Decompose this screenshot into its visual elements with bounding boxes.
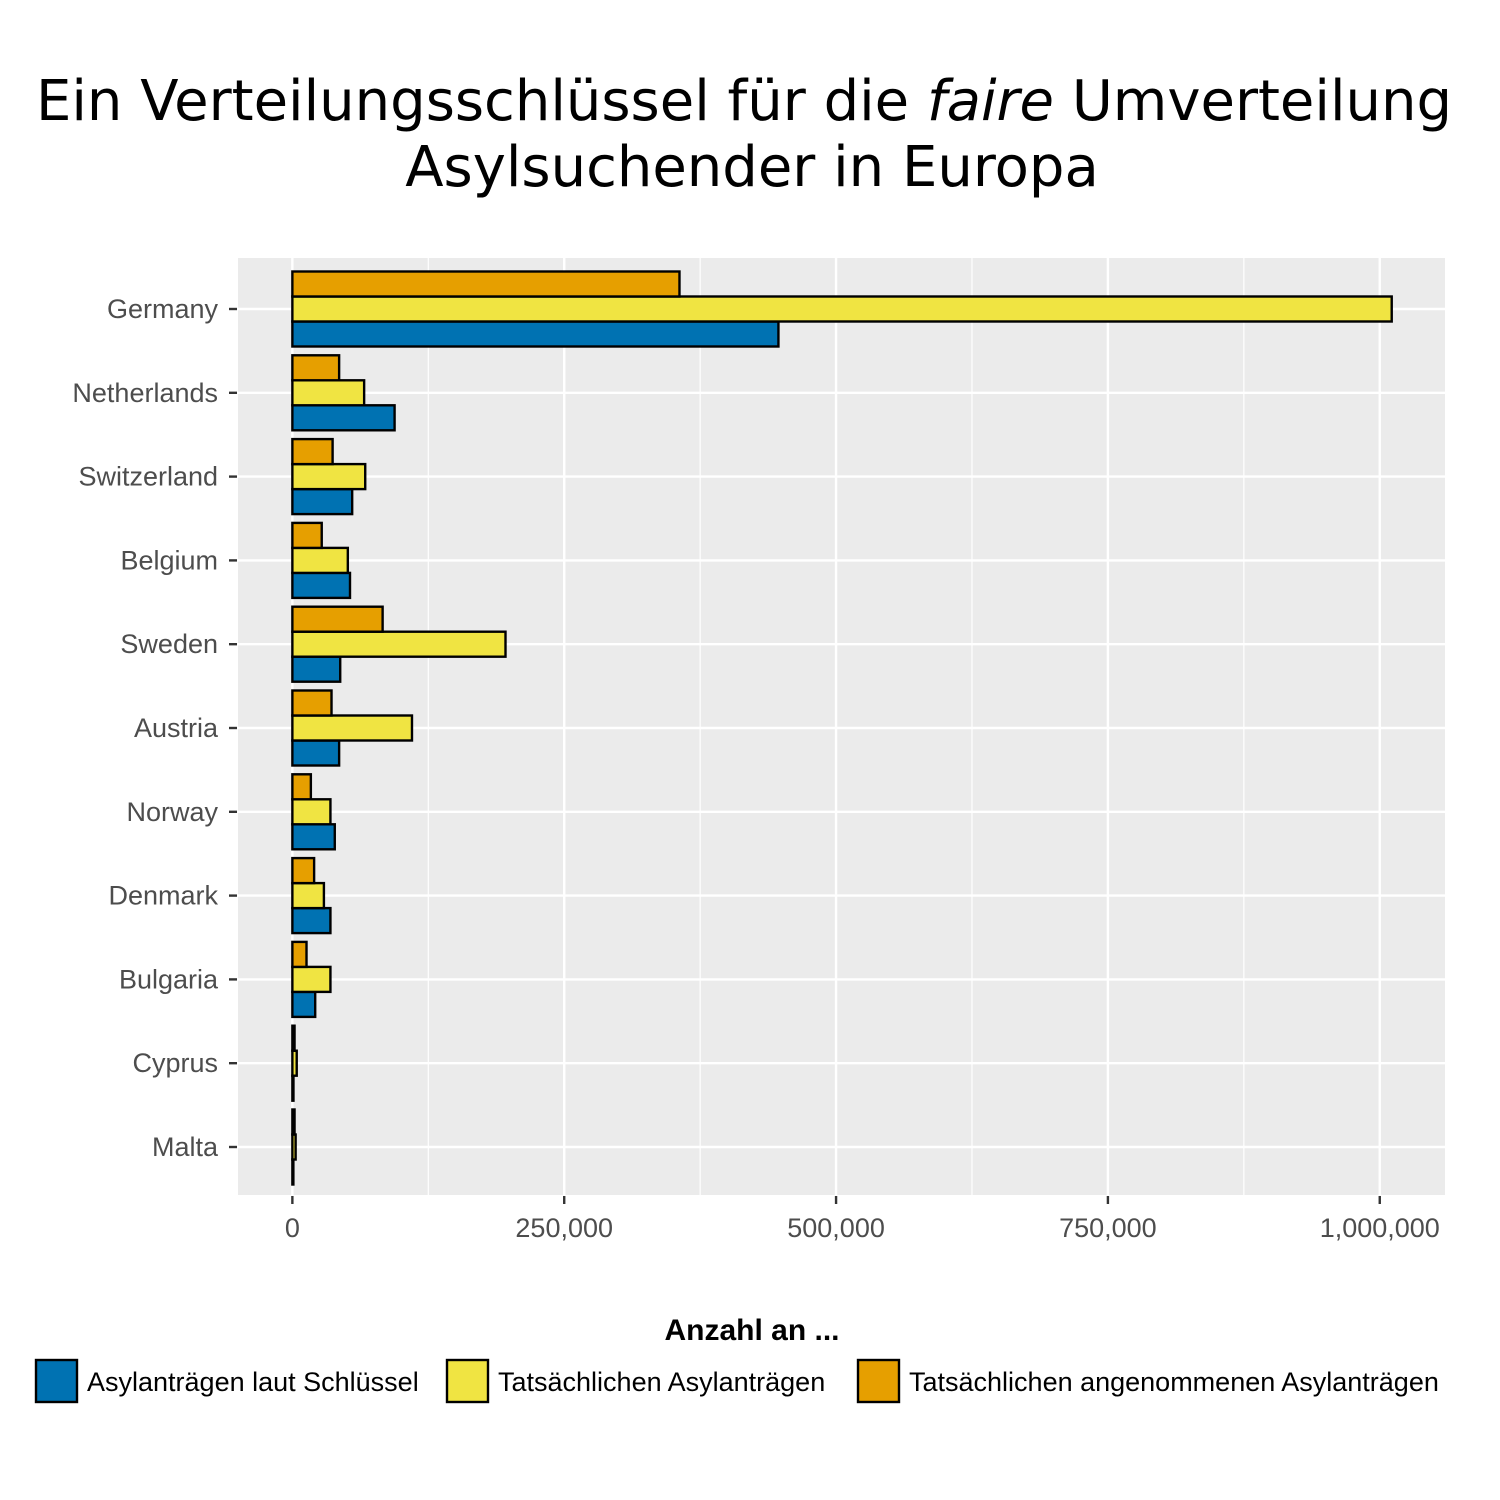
y-tick-label: Belgium: [120, 545, 218, 575]
x-axis: 0 250,000 500,000 750,000 1,000,000: [285, 1196, 1440, 1243]
x-tick-label: 1,000,000: [1320, 1213, 1440, 1243]
grid-lines: [238, 258, 1445, 1195]
y-tick-label: Germany: [107, 294, 219, 324]
x-tick-label: 750,000: [1059, 1213, 1157, 1243]
bar-netherlands-series-2: [291, 379, 366, 407]
legend-label-series-2: Tatsächlichen Asylanträgen: [498, 1367, 825, 1397]
y-tick-label: Denmark: [108, 881, 218, 911]
bar-switzerland-series-3: [291, 437, 334, 466]
y-tick-label: Cyprus: [132, 1048, 218, 1078]
legend-key-series-3: [856, 1358, 901, 1404]
legend-title: Anzahl an ...: [664, 1314, 839, 1347]
y-tick-label: Netherlands: [72, 378, 218, 408]
bar-bulgaria-series-2: [291, 965, 332, 994]
bar-malta-series-2: [291, 1133, 297, 1161]
y-tick-label: Austria: [134, 713, 219, 743]
bar-germany-series-3: [291, 270, 681, 298]
y-tick-label: Sweden: [120, 629, 218, 659]
bar-bulgaria-series-3: [291, 940, 308, 969]
x-tick-label: 500,000: [787, 1213, 885, 1243]
bar-denmark-series-1: [291, 906, 332, 935]
bar-sweden-series-3: [291, 605, 384, 633]
x-tick-label: 250,000: [515, 1213, 613, 1243]
bar-norway-series-1: [291, 823, 336, 851]
bar-austria-series-2: [291, 714, 414, 742]
bar-sweden-series-1: [291, 655, 342, 683]
legend: Asylanträgen laut Schlüssel Tatsächlichen…: [34, 1358, 1439, 1404]
y-axis: Germany Netherlands Switzerland Belgium Swed…: [72, 294, 237, 1162]
bar-malta-series-1: [291, 1158, 295, 1186]
bar-belgium-series-1: [291, 571, 352, 600]
bar-switzerland-series-2: [291, 462, 367, 491]
bar-sweden-series-2: [291, 630, 507, 658]
bar-norway-series-2: [291, 798, 332, 826]
bar-belgium-series-2: [291, 546, 350, 575]
bar-bulgaria-series-1: [291, 990, 317, 1019]
legend-label-series-3: Tatsächlichen angenommenen Asylanträgen: [909, 1367, 1439, 1397]
y-tick-label: Bulgaria: [119, 964, 219, 994]
legend-key-series-1: [34, 1358, 79, 1404]
bar-belgium-series-3: [291, 521, 323, 550]
legend-key-series-2: [445, 1358, 490, 1404]
chart-title-line-1: Ein Verteilungsschlüssel für die faire U…: [36, 69, 1452, 134]
plot-panel: [238, 258, 1445, 1195]
y-tick-label: Malta: [152, 1132, 219, 1162]
bar-cyprus-series-2: [291, 1049, 298, 1077]
bar-cyprus-series-1: [291, 1074, 295, 1102]
bar-germany-series-1: [291, 320, 780, 348]
bar-switzerland-series-1: [291, 487, 354, 516]
y-tick-label: Norway: [126, 797, 218, 827]
bar-austria-series-1: [291, 739, 341, 767]
bar-austria-series-3: [291, 689, 333, 717]
bars: [291, 270, 1393, 1186]
chart-title-line-2: Asylsuchender in Europa: [405, 135, 1099, 200]
bar-malta-series-3: [291, 1108, 296, 1136]
x-tick-label: 0: [285, 1213, 300, 1243]
bar-cyprus-series-3: [291, 1024, 296, 1052]
bar-netherlands-series-1: [291, 404, 396, 432]
bar-denmark-series-2: [291, 881, 326, 910]
y-tick-label: Switzerland: [78, 462, 218, 492]
bar-norway-series-3: [291, 773, 313, 801]
bar-netherlands-series-3: [291, 354, 341, 382]
legend-label-series-1: Asylanträgen laut Schlüssel: [87, 1367, 419, 1397]
bar-denmark-series-3: [291, 856, 316, 885]
bar-germany-series-2: [291, 295, 1393, 323]
